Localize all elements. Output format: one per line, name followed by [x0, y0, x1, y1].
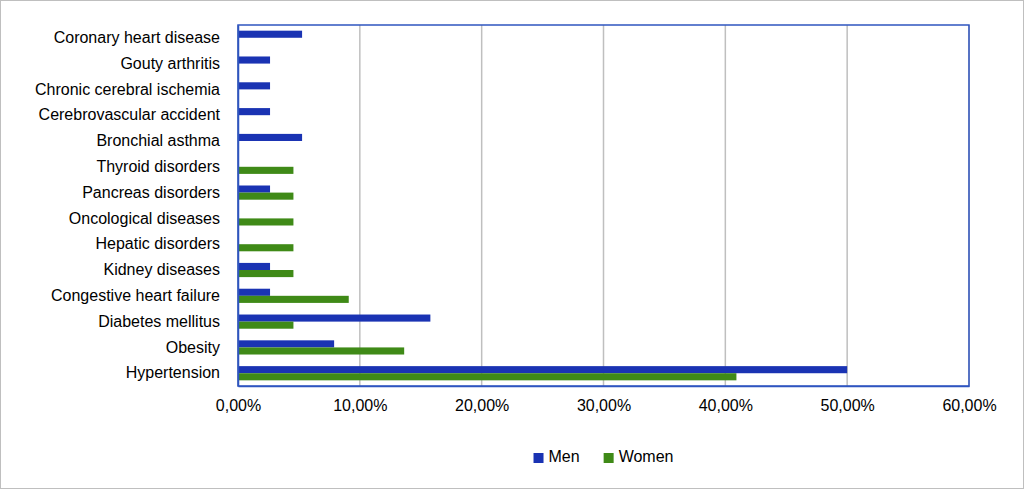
y-tick: Pancreas disorders	[82, 184, 238, 201]
x-tick-label: 40,00%	[699, 397, 753, 414]
bar	[238, 340, 334, 347]
bar	[238, 218, 293, 225]
y-axis: Coronary heart disease Gouty arthritis Chr…	[35, 26, 238, 387]
y-tick: Diabetes mellitus	[98, 313, 238, 330]
y-tick: Cerebrovascular accident	[39, 106, 238, 123]
category-label: Gouty arthritis	[120, 55, 220, 72]
legend-swatch	[534, 453, 544, 463]
grid	[238, 25, 969, 386]
category-label: Cerebrovascular accident	[39, 106, 221, 123]
category-label: Congestive heart failure	[51, 287, 220, 304]
bar	[238, 373, 736, 380]
y-tick: Hypertension	[126, 364, 238, 381]
chart: 0,00% 10,00% 20,00% 30,00% 40,00% 50,00% 60,00…	[0, 0, 1024, 489]
bar	[238, 56, 270, 63]
legend-item: Women	[604, 448, 674, 465]
category-label: Diabetes mellitus	[98, 313, 220, 330]
plot: 0,00% 10,00% 20,00% 30,00% 40,00% 50,00% 60,00…	[35, 25, 997, 414]
x-tick: 30,00%	[577, 386, 631, 414]
bar	[238, 108, 270, 115]
legend: Men Women	[534, 448, 674, 465]
bar	[238, 186, 270, 193]
y-tick: Thyroid disorders	[96, 158, 238, 175]
bar	[238, 366, 847, 373]
bar	[238, 167, 293, 174]
bar	[238, 134, 302, 141]
bar	[238, 347, 404, 354]
bar	[238, 193, 293, 200]
category-label: Pancreas disorders	[82, 184, 220, 201]
bars	[238, 31, 847, 381]
y-tick: Obesity	[166, 339, 238, 356]
x-tick-label: 20,00%	[455, 397, 509, 414]
y-tick: Hepatic disorders	[96, 235, 239, 252]
legend-label: Women	[619, 448, 674, 465]
x-tick: 40,00%	[699, 386, 753, 414]
y-tick: Oncological diseases	[69, 210, 238, 227]
bar	[238, 263, 270, 270]
grid-line	[846, 25, 848, 386]
x-tick: 60,00%	[942, 386, 996, 414]
x-axis: 0,00% 10,00% 20,00% 30,00% 40,00% 50,00% 60,00…	[216, 386, 997, 414]
x-tick: 0,00%	[216, 386, 261, 414]
legend-item: Men	[534, 448, 580, 465]
x-tick: 10,00%	[333, 386, 387, 414]
category-label: Oncological diseases	[69, 210, 220, 227]
y-tick: Kidney diseases	[103, 261, 238, 278]
category-label: Hepatic disorders	[96, 235, 221, 252]
bar	[238, 322, 293, 329]
plot-frame	[238, 25, 969, 386]
category-label: Obesity	[166, 339, 220, 356]
category-label: Chronic cerebral ischemia	[35, 81, 220, 98]
background	[1, 1, 1024, 489]
bar	[238, 244, 293, 251]
grid-line	[603, 25, 605, 386]
grid-line	[359, 25, 361, 386]
legend-swatch	[604, 453, 614, 463]
bar	[238, 315, 430, 322]
bar	[238, 31, 302, 38]
bar	[238, 289, 270, 296]
x-tick: 50,00%	[821, 386, 875, 414]
x-tick-label: 50,00%	[821, 397, 875, 414]
x-tick-label: 0,00%	[216, 397, 261, 414]
category-label: Bronchial asthma	[96, 132, 220, 149]
legend-label: Men	[549, 448, 580, 465]
category-label: Thyroid disorders	[96, 158, 220, 175]
x-tick-label: 60,00%	[942, 397, 996, 414]
bar	[238, 296, 349, 303]
grid-line	[481, 25, 483, 386]
y-tick: Congestive heart failure	[51, 287, 238, 304]
category-label: Hypertension	[126, 364, 220, 381]
series	[238, 31, 847, 374]
grid-line	[725, 25, 727, 386]
category-label: Coronary heart disease	[54, 29, 220, 46]
y-tick: Gouty arthritis	[120, 55, 238, 72]
x-tick-label: 30,00%	[577, 397, 631, 414]
bar	[238, 82, 270, 89]
bar	[238, 270, 293, 277]
series	[238, 167, 736, 381]
y-tick: Chronic cerebral ischemia	[35, 81, 238, 98]
y-tick: Bronchial asthma	[96, 132, 238, 149]
x-tick-label: 10,00%	[333, 397, 387, 414]
category-label: Kidney diseases	[103, 261, 220, 278]
y-tick: Coronary heart disease	[54, 29, 238, 46]
x-tick: 20,00%	[455, 386, 509, 414]
